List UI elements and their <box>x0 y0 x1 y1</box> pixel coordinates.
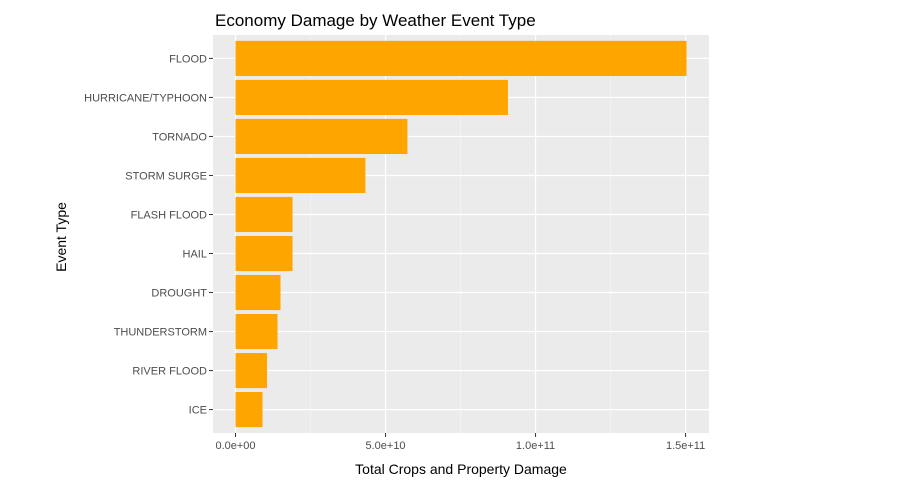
y-tick-label: DROUGHT <box>151 288 207 300</box>
y-tick-label: HURRICANE/TYPHOON <box>84 92 207 104</box>
y-tick-label: TORNADO <box>152 131 207 143</box>
y-tick-label: RIVER FLOOD <box>132 366 207 378</box>
x-axis-title: Total Crops and Property Damage <box>355 461 567 477</box>
x-axis-ticks: 0.0e+00 5.0e+10 1.0e+11 1.5e+11 <box>215 433 705 452</box>
bar-thunderstorm <box>235 313 278 350</box>
bar-ice <box>235 392 263 428</box>
bar-hail <box>235 235 293 272</box>
x-tick-label: 1.5e+11 <box>666 440 705 452</box>
bar-flash-flood <box>235 196 293 233</box>
y-tick-label: FLASH FLOOD <box>131 209 207 221</box>
y-tick-label: THUNDERSTORM <box>114 327 207 339</box>
x-tick-label: 5.0e+10 <box>365 440 405 452</box>
y-tick-label: ICE <box>189 405 207 417</box>
bar-drought <box>235 274 281 311</box>
y-tick-label: FLOOD <box>169 53 207 65</box>
bar-storm-surge <box>235 157 366 194</box>
bar-hurricane-typhoon <box>235 79 508 115</box>
x-tick-label: 1.0e+11 <box>516 440 555 452</box>
bar-river-flood <box>235 353 268 389</box>
y-axis-ticks: FLOOD HURRICANE/TYPHOON TORNADO STORM SURGE… <box>84 53 213 417</box>
x-tick-label: 0.0e+00 <box>215 440 255 452</box>
bars <box>235 40 687 428</box>
bar-tornado <box>235 118 408 155</box>
y-tick-label: HAIL <box>183 249 207 261</box>
y-tick-label: STORM SURGE <box>125 170 207 182</box>
bar-flood <box>235 40 687 76</box>
y-axis-title: Event Type <box>53 202 69 272</box>
chart-title: Economy Damage by Weather Event Type <box>215 11 536 30</box>
